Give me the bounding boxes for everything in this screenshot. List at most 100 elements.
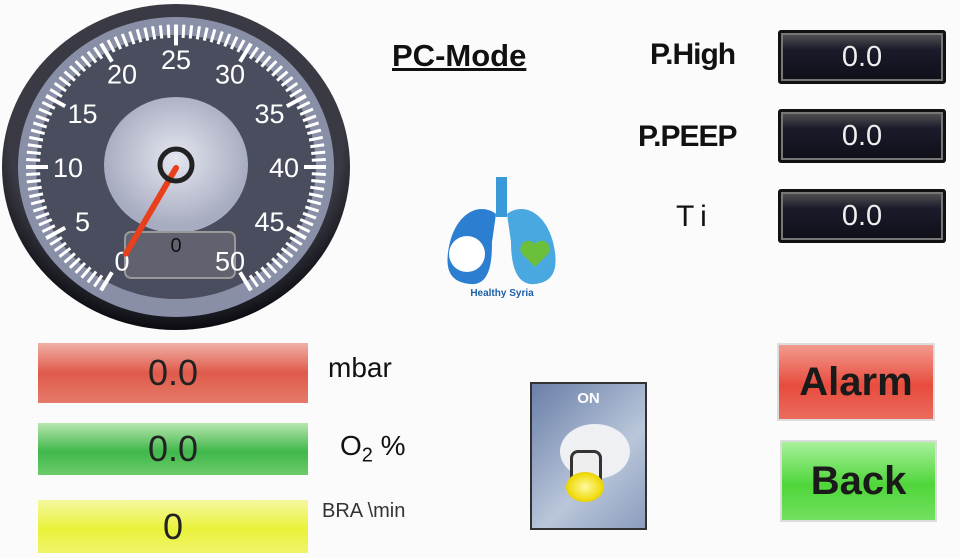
gauge-tick-label: 20: [107, 59, 137, 89]
gauge-tick: [306, 198, 322, 206]
o2-readout: 0.0: [38, 423, 308, 475]
gauge-tick: [260, 55, 272, 68]
gauge-tick: [311, 179, 326, 184]
p-peep-field[interactable]: 0.0: [778, 109, 946, 163]
logo-text: Healthy Syria: [470, 288, 534, 299]
gauge-tick: [45, 93, 67, 108]
gauge-tick: [38, 107, 53, 116]
gauge-tick: [74, 60, 87, 73]
gauge-tick: [260, 266, 272, 279]
breath-rate-readout: 0: [38, 500, 308, 553]
gauge-tick: [299, 107, 314, 116]
gauge-tick: [308, 135, 324, 142]
gauge-tick: [265, 60, 278, 73]
ti-label: T i: [676, 200, 707, 233]
gauge-tick: [158, 25, 164, 39]
gauge-tick-label: 45: [255, 207, 285, 237]
gauge-tick: [99, 271, 114, 292]
gauge-tick: [58, 247, 72, 258]
gauge-tick: [304, 121, 320, 129]
gauge-tick: [26, 179, 41, 184]
gauge-tick: [99, 42, 114, 63]
gauge-tick: [254, 50, 266, 64]
gauge-tick: [310, 143, 325, 149]
switch-on-label: ON: [577, 390, 600, 407]
gauge-tick: [35, 114, 50, 123]
ti-field[interactable]: 0.0: [778, 189, 946, 243]
gauge-tick: [280, 76, 294, 87]
gauge-tick: [53, 241, 67, 252]
gauge-tick: [41, 100, 56, 110]
gauge-tick: [28, 192, 44, 199]
gauge-tick: [38, 218, 53, 227]
breath-rate-unit: BRA \min: [322, 500, 406, 522]
gauge-tick: [53, 82, 67, 93]
gauge-tick: [58, 76, 72, 87]
back-button[interactable]: Back: [780, 440, 937, 522]
gauge-tick-label: 10: [53, 153, 83, 183]
gauge-tick: [248, 46, 259, 60]
gauge-tick: [49, 88, 63, 98]
gauge-tick: [68, 65, 81, 77]
gauge-tick: [68, 257, 81, 269]
gauge-tick-label: 25: [161, 45, 191, 75]
gauge-tick: [26, 172, 41, 176]
gauge-tick: [135, 28, 143, 43]
gauge-tick: [238, 42, 253, 63]
gauge-tick: [32, 121, 48, 129]
gauge-tick: [229, 36, 239, 50]
gauge-tick: [308, 192, 324, 199]
gauge-tick: [304, 205, 320, 213]
gauge-tick: [296, 224, 311, 234]
gauge-tick: [306, 128, 322, 136]
gauge-tick: [143, 27, 150, 41]
gauge-tick: [49, 236, 63, 246]
gauge-tick: [311, 158, 326, 162]
gauge-tick-label: 15: [67, 99, 97, 129]
p-high-label: P.High: [650, 38, 736, 71]
p-high-field[interactable]: 0.0: [778, 30, 946, 84]
gauge-tick: [254, 270, 266, 284]
gauge-tick: [93, 46, 104, 60]
gauge-tick: [265, 261, 278, 274]
gauge-tick: [302, 114, 317, 123]
gauge-tick: [310, 185, 325, 191]
gauge-tick: [26, 158, 41, 162]
gauge-tick: [80, 266, 92, 279]
pressure-unit: mbar: [328, 352, 392, 383]
gauge-tick: [302, 211, 317, 220]
gauge-tick: [216, 30, 224, 45]
gauge-tick: [151, 26, 157, 40]
gauge-tick: [74, 261, 87, 274]
gauge-tick: [181, 24, 186, 39]
gauge-tick-label: 40: [269, 153, 299, 183]
gauge-tick: [106, 39, 116, 53]
gauge-tick: [63, 252, 76, 264]
gauge-tick: [202, 27, 209, 41]
gauge-tick: [285, 93, 307, 108]
healthy-syria-logo: Healthy Syria: [447, 177, 556, 299]
gauge-tick: [113, 36, 123, 50]
gauge-tick: [41, 224, 56, 234]
alarm-button[interactable]: Alarm: [777, 343, 935, 421]
gauge-tick: [276, 70, 289, 82]
gauge-tick: [311, 172, 326, 176]
gauge-tick: [209, 28, 217, 43]
gauge-needle: [123, 165, 179, 257]
gauge-tick: [128, 30, 136, 45]
gauge-tick: [30, 198, 46, 206]
gauge-tick: [248, 274, 259, 288]
gauge-tick: [80, 55, 92, 68]
gauge-tick: [86, 270, 98, 284]
gauge-tick: [45, 226, 67, 241]
gauge-tick: [188, 25, 194, 39]
gauge-tick: [86, 50, 98, 64]
gauge-tick: [35, 211, 50, 220]
gauge-tick: [280, 247, 294, 258]
power-toggle-switch[interactable]: ON: [530, 382, 647, 530]
needle-hub: [157, 146, 195, 184]
gauge-tick: [311, 150, 326, 155]
gauge-tick: [271, 257, 284, 269]
gauge-tick: [276, 252, 289, 264]
